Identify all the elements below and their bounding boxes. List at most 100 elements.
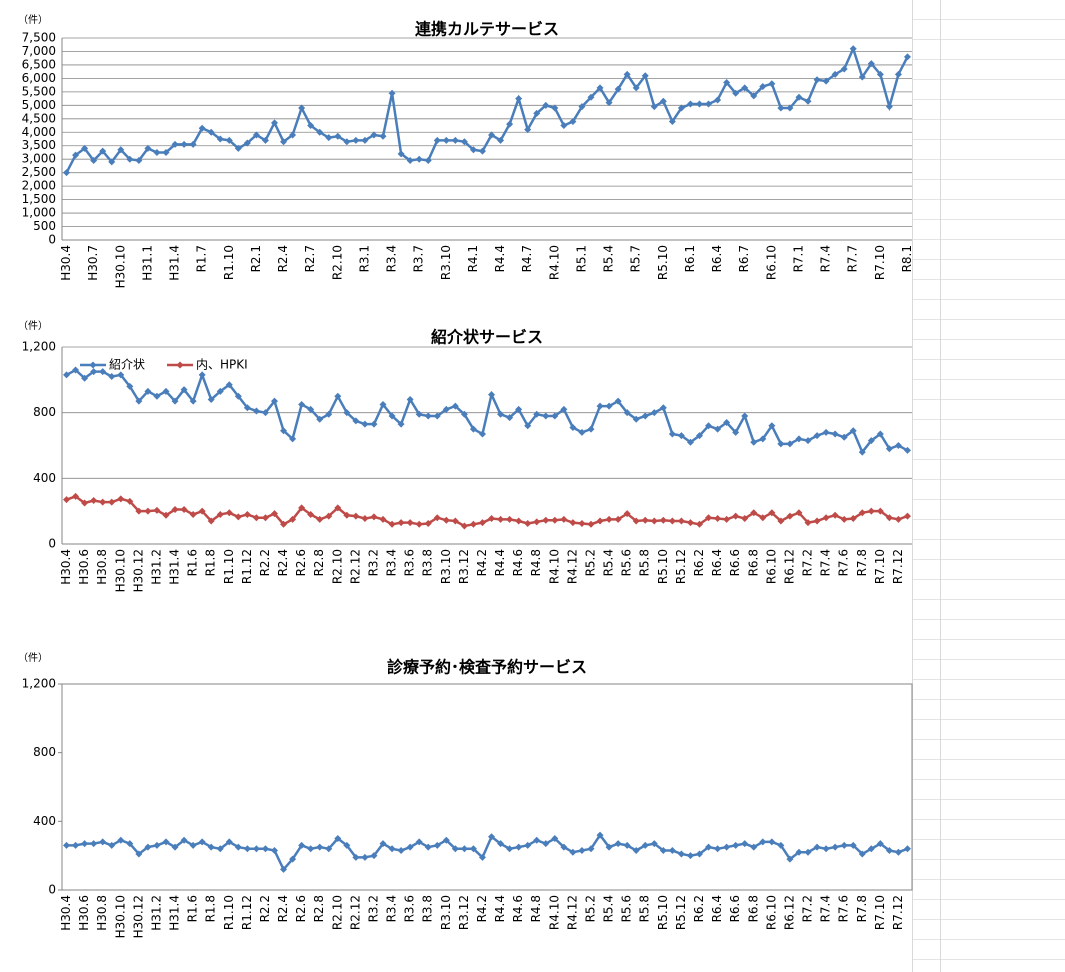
point-marker: [849, 841, 857, 849]
point-marker: [144, 843, 152, 851]
point-marker: [370, 131, 378, 139]
x-tick-label: R6.12: [782, 895, 796, 930]
y-tick-label: 0: [48, 233, 56, 247]
point-marker: [578, 428, 586, 436]
x-tick-label: R1.7: [195, 245, 209, 272]
point-marker: [271, 847, 278, 855]
point-marker: [171, 506, 179, 514]
point-marker: [63, 371, 71, 379]
point-marker: [460, 845, 468, 853]
x-tick-label: R5.8: [638, 549, 652, 576]
point-marker: [831, 70, 839, 78]
point-marker: [379, 840, 387, 848]
point-marker: [831, 430, 839, 438]
point-marker: [614, 840, 622, 848]
y-tick-label: 800: [33, 745, 56, 759]
x-tick-label: R1.10: [222, 549, 236, 584]
x-tick-label: R4.12: [565, 549, 579, 584]
point-marker: [696, 520, 703, 528]
x-tick-label: R3.4: [385, 245, 399, 272]
x-tick-label: R6.8: [746, 895, 760, 922]
point-marker: [723, 78, 731, 86]
point-marker: [370, 852, 378, 860]
point-marker: [768, 80, 776, 88]
y-tick-label: 0: [48, 883, 56, 897]
point-marker: [198, 371, 206, 379]
x-tick-label: R2.2: [258, 895, 272, 922]
point-marker: [650, 517, 658, 525]
x-tick-label: R2.10: [330, 549, 344, 584]
x-tick-label: R5.10: [656, 549, 670, 584]
point-marker: [488, 391, 496, 399]
point-marker: [894, 70, 902, 78]
point-marker: [515, 405, 523, 413]
point-marker: [424, 157, 432, 165]
point-marker: [849, 515, 857, 523]
point-marker: [81, 840, 89, 848]
point-marker: [750, 92, 758, 100]
x-tick-label: R7.6: [837, 549, 851, 576]
point-marker: [424, 519, 432, 527]
legend-marker: [176, 361, 184, 369]
y-tick-label: 6,500: [22, 57, 56, 71]
x-tick-label: R2.6: [294, 895, 308, 922]
point-marker: [198, 507, 206, 515]
point-marker: [415, 520, 423, 528]
x-tick-label: R3.1: [357, 245, 371, 272]
x-tick-label: R1.8: [204, 549, 218, 576]
point-marker: [207, 517, 215, 525]
y-tick-label: 1,500: [22, 192, 56, 206]
point-marker: [352, 853, 360, 861]
point-marker: [198, 838, 206, 846]
point-marker: [352, 136, 360, 144]
point-marker: [668, 430, 676, 438]
point-marker: [840, 65, 848, 73]
point-marker: [605, 843, 613, 851]
point-marker: [587, 520, 595, 528]
point-marker: [307, 405, 315, 413]
point-marker: [252, 845, 260, 853]
x-tick-label: R3.4: [385, 895, 399, 922]
point-marker: [813, 843, 821, 851]
point-marker: [478, 147, 486, 155]
point-marker: [478, 853, 486, 861]
point-marker: [723, 843, 731, 851]
point-marker: [840, 841, 848, 849]
x-tick-label: H31.4: [168, 245, 182, 281]
x-tick-label: R4.12: [565, 895, 579, 930]
point-marker: [108, 373, 116, 381]
x-tick-label: R1.12: [240, 895, 254, 930]
point-marker: [551, 412, 559, 420]
point-marker: [714, 515, 722, 523]
point-marker: [72, 151, 80, 159]
point-marker: [72, 366, 80, 374]
point-marker: [560, 843, 568, 851]
point-marker: [99, 838, 107, 846]
point-marker: [668, 517, 676, 525]
point-marker: [488, 833, 496, 841]
y-tick-label: 500: [33, 219, 56, 233]
point-marker: [515, 517, 523, 525]
x-tick-label: R4.6: [511, 549, 525, 576]
point-marker: [189, 397, 197, 405]
point-marker: [207, 843, 215, 851]
point-marker: [90, 368, 98, 376]
x-tick-label: H30.8: [95, 895, 109, 931]
point-marker: [822, 428, 830, 436]
point-marker: [732, 428, 740, 436]
x-tick-label: R7.2: [801, 895, 815, 922]
y-unit: （件）: [18, 320, 48, 332]
point-marker: [162, 387, 170, 395]
point-marker: [234, 843, 242, 851]
point-marker: [478, 519, 486, 527]
point-marker: [334, 504, 342, 512]
point-marker: [90, 840, 98, 848]
y-tick-label: 5,500: [22, 84, 56, 98]
point-marker: [153, 506, 161, 514]
point-marker: [162, 838, 170, 846]
x-tick-label: H31.4: [168, 895, 182, 931]
point-marker: [460, 410, 468, 418]
x-tick-label: R1.8: [204, 895, 218, 922]
point-marker: [677, 432, 685, 440]
x-tick-label: R7.7: [846, 245, 860, 272]
